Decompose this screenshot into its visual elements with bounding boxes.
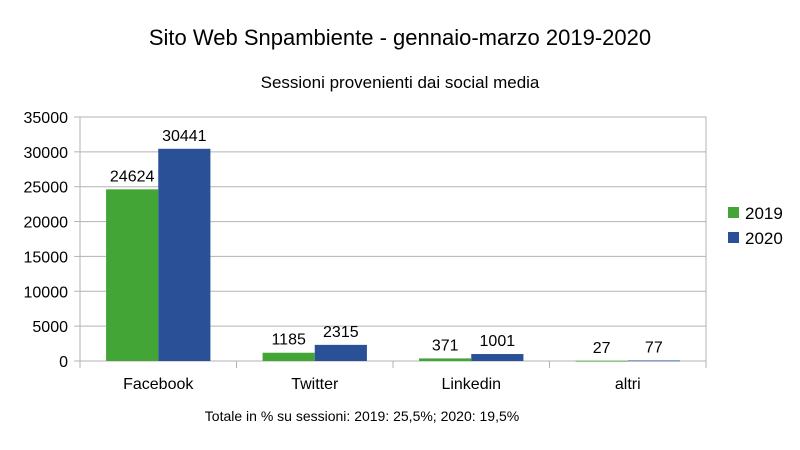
chart-footnote: Totale in % su sessioni: 2019: 25,5%; 20…: [205, 408, 519, 424]
bar-2020-altri: [627, 360, 680, 362]
x-tick-label: Linkedin: [441, 376, 501, 393]
bar-2020-twitter: [314, 344, 367, 361]
x-tick-label: Facebook: [123, 376, 194, 393]
legend-swatch-2019: [728, 207, 739, 218]
y-tick-label: 25000: [24, 180, 69, 197]
legend-label: 2019: [745, 204, 783, 223]
data-label: 1185: [271, 332, 306, 349]
bars: [106, 148, 680, 362]
chart-title: Sito Web Snpambiente - gennaio-marzo 201…: [149, 25, 651, 50]
data-labels: 24624 30441 1185 2315 371 1001 27 77: [110, 128, 663, 357]
y-tick-label: 35000: [24, 110, 69, 127]
bar-2020-linkedin: [471, 354, 524, 361]
bar-2019-linkedin: [419, 358, 472, 361]
data-label: 77: [645, 339, 663, 356]
legend: 2019 2020: [728, 204, 783, 248]
data-label: 1001: [480, 333, 516, 350]
bar-2019-altri: [575, 360, 628, 362]
y-tick-label: 30000: [24, 145, 69, 162]
x-tick-label: Twitter: [291, 376, 339, 393]
bar-2019-facebook: [106, 189, 159, 361]
y-tick-label: 15000: [24, 249, 69, 266]
data-label: 30441: [162, 128, 207, 145]
data-label: 24624: [110, 168, 155, 185]
y-tick-label: 20000: [24, 215, 69, 232]
data-label: 2315: [323, 324, 359, 341]
bar-2019-twitter: [262, 352, 315, 361]
chart-subtitle: Sessioni provenienti dai social media: [261, 73, 540, 92]
data-label: 371: [432, 337, 459, 354]
bar-2020-facebook: [158, 148, 211, 361]
y-tick-label: 0: [59, 354, 68, 371]
legend-label: 2020: [745, 229, 783, 248]
x-axis: Facebook Twitter Linkedin altri: [79, 361, 707, 393]
data-label: 27: [593, 340, 611, 357]
legend-swatch-2020: [728, 232, 739, 243]
y-tick-label: 5000: [32, 319, 68, 336]
y-axis: 0 5000 10000 15000 20000 25000 30000 35000: [24, 110, 80, 371]
y-tick-label: 10000: [24, 284, 69, 301]
x-tick-label: altri: [615, 376, 641, 393]
